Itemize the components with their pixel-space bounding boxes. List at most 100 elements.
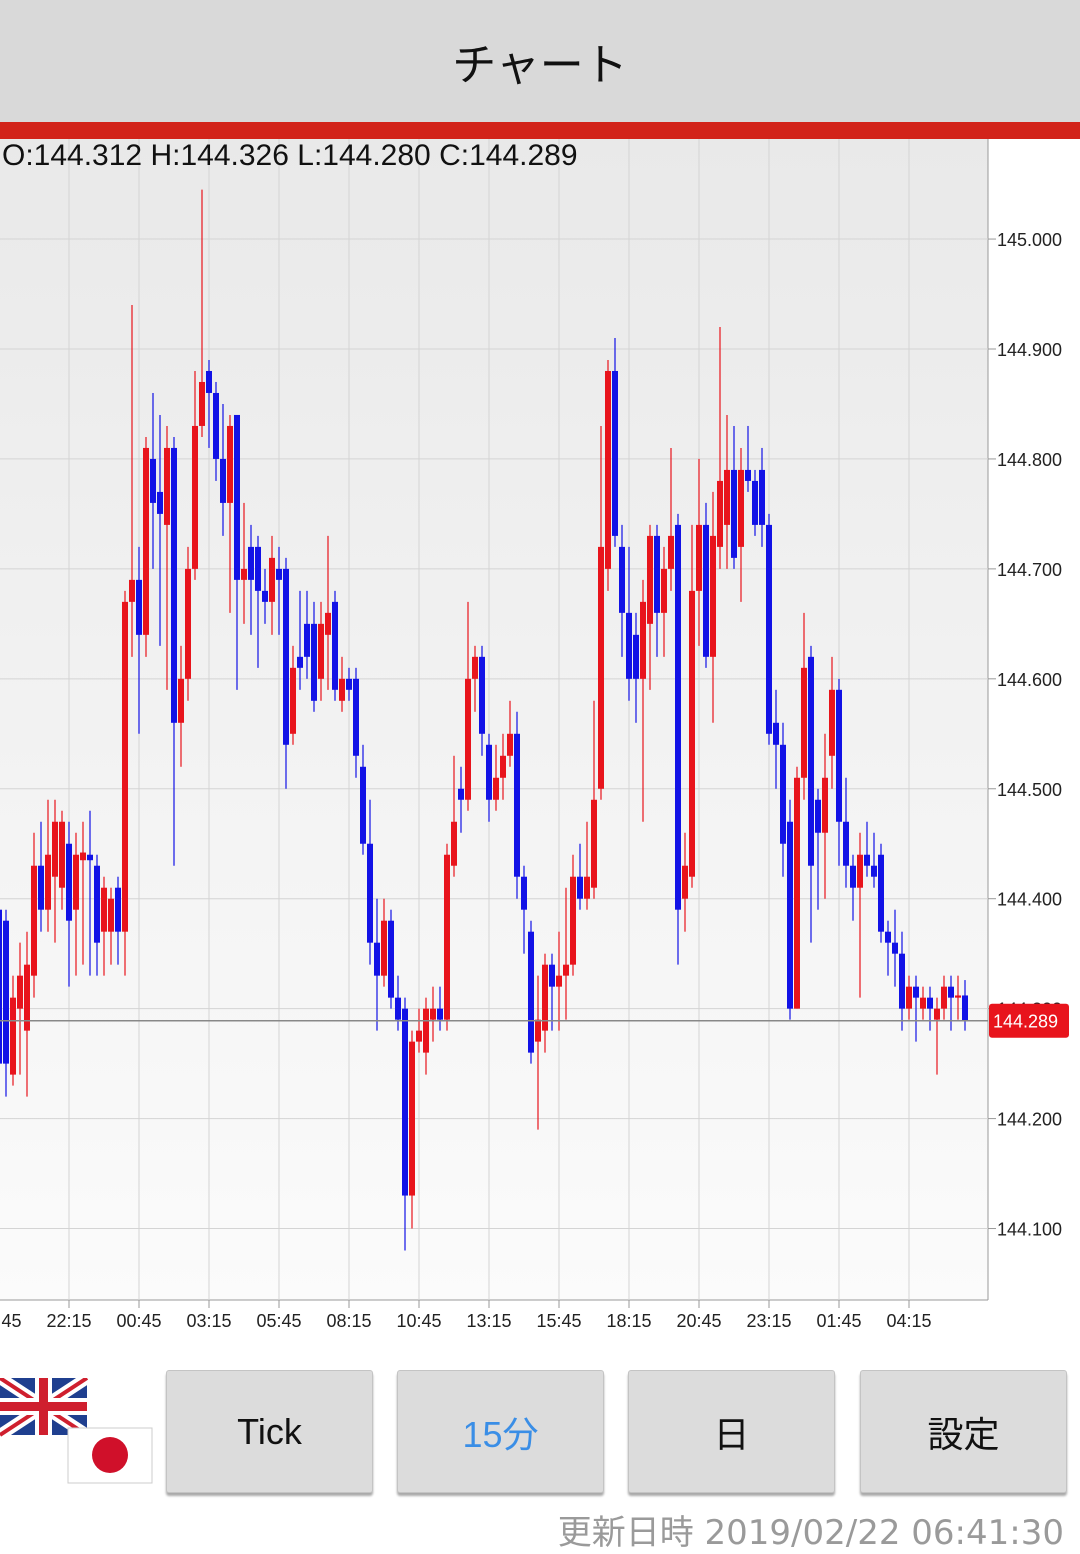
x-tick-label: 03:15 <box>186 1311 231 1331</box>
candle-body <box>178 678 184 723</box>
candle-body <box>605 370 611 569</box>
candle-body <box>486 744 492 800</box>
candle-body <box>129 579 135 602</box>
chart: 144.100144.200144.300144.400144.500144.6… <box>0 139 1069 1331</box>
candle-body <box>934 1008 940 1020</box>
candle-body <box>850 865 856 888</box>
candle-body <box>45 854 51 910</box>
candle-body <box>829 689 835 756</box>
candle-body <box>220 458 226 503</box>
candle-body <box>136 579 142 635</box>
candle-body <box>577 876 583 899</box>
uk-flag <box>0 1378 91 1441</box>
candle-body <box>724 469 730 525</box>
candle-body <box>388 920 394 998</box>
candle-body <box>325 612 331 635</box>
x-tick-label: 23:15 <box>746 1311 791 1331</box>
ohlc-close: C:144.289 <box>439 139 578 172</box>
candle-body <box>353 678 359 756</box>
y-tick-label: 144.100 <box>997 1220 1062 1240</box>
x-tick-label: 13:15 <box>466 1311 511 1331</box>
candle-body <box>0 909 2 1064</box>
candle-body <box>815 799 821 833</box>
x-tick-label: 19:45 <box>0 1311 22 1331</box>
day-button[interactable]: 日 <box>628 1370 835 1493</box>
candle-body <box>787 821 793 1009</box>
y-tick-label: 144.600 <box>997 670 1062 690</box>
candle-body <box>745 469 751 481</box>
candle-body <box>409 1041 415 1196</box>
japan-flag <box>67 1427 153 1484</box>
candle-body <box>794 777 800 1009</box>
y-tick-label: 144.900 <box>997 340 1062 360</box>
candle-body <box>94 865 100 943</box>
candle-body <box>332 601 338 690</box>
interval-button[interactable]: 15分 <box>397 1370 604 1493</box>
candle-body <box>206 370 212 393</box>
candle-body <box>430 1008 436 1020</box>
accent-bar <box>0 122 1080 139</box>
candle-body <box>234 414 240 580</box>
ohlc-low: L:144.280 <box>297 139 431 172</box>
candle-body <box>444 854 450 1020</box>
candle-body <box>738 469 744 547</box>
candle-body <box>668 535 674 569</box>
candle-body <box>528 931 534 1053</box>
currency-flags[interactable] <box>0 1378 160 1488</box>
candle-body <box>612 370 618 536</box>
grid <box>0 139 988 1300</box>
candle-body <box>297 656 303 668</box>
candle-body <box>213 392 219 459</box>
candle-body <box>857 854 863 888</box>
candle-body <box>10 997 16 1075</box>
x-tick-label: 08:15 <box>326 1311 371 1331</box>
y-tick-label: 144.200 <box>997 1110 1062 1130</box>
y-tick-label: 144.700 <box>997 560 1062 580</box>
candle-body <box>598 546 604 789</box>
candles <box>0 189 968 1251</box>
candle-body <box>24 964 30 1031</box>
candle-body <box>836 689 842 822</box>
candle-body <box>731 469 737 558</box>
candle-body <box>864 854 870 866</box>
x-tick-label: 20:45 <box>676 1311 721 1331</box>
candle-body <box>822 777 828 833</box>
x-tick-label: 10:45 <box>396 1311 441 1331</box>
candle-body <box>3 920 9 1064</box>
candle-body <box>871 865 877 877</box>
candle-body <box>472 656 478 679</box>
x-tick-label: 22:15 <box>46 1311 91 1331</box>
candle-body <box>591 799 597 888</box>
tick-button[interactable]: Tick <box>166 1370 373 1493</box>
candle-body <box>542 964 548 1031</box>
candle-body <box>941 986 947 1009</box>
candle-body <box>164 447 170 525</box>
candle-body <box>710 535 716 657</box>
candle-body <box>563 964 569 976</box>
candle-body <box>416 1030 422 1042</box>
candle-body <box>885 931 891 943</box>
x-tick-label: 05:45 <box>256 1311 301 1331</box>
candle-body <box>675 524 681 910</box>
candle-body <box>759 469 765 525</box>
candle-body <box>913 986 919 998</box>
candle-body <box>52 821 58 877</box>
candle-body <box>143 447 149 635</box>
candle-body <box>500 755 506 778</box>
candle-body <box>38 865 44 910</box>
settings-button[interactable]: 設定 <box>860 1370 1067 1493</box>
ohlc-readout: O:144.312 H:144.326 L:144.280 C:144.289 <box>2 139 578 173</box>
plot-background <box>0 139 988 1300</box>
current-price-box <box>989 1003 1069 1038</box>
candle-body <box>255 546 261 591</box>
candle-body <box>451 821 457 866</box>
candle-body <box>59 821 65 888</box>
candle-body <box>346 678 352 690</box>
candle-body <box>927 997 933 1009</box>
x-tick-label: 00:45 <box>116 1311 161 1331</box>
candle-body <box>514 733 520 877</box>
candle-body <box>318 623 324 679</box>
candle-body <box>31 865 37 976</box>
candle-body <box>283 568 289 745</box>
